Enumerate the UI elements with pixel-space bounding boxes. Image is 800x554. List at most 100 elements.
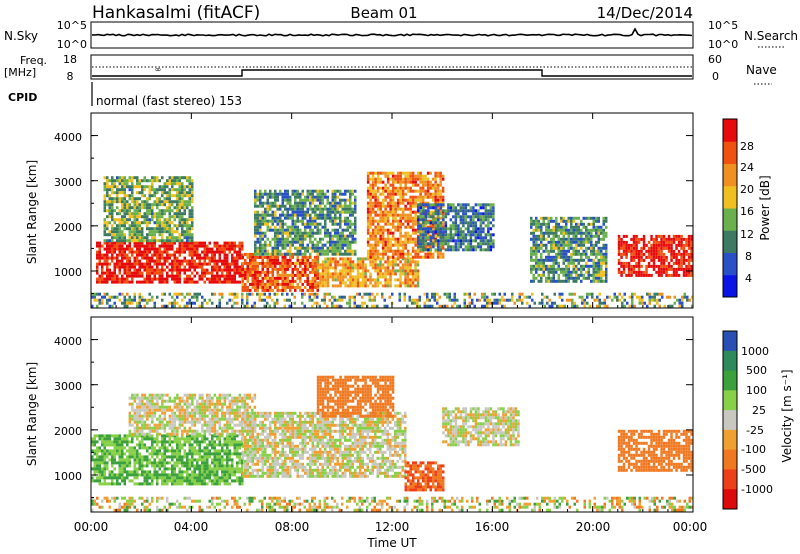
heatmap-cell xyxy=(319,216,322,220)
heatmap-cell xyxy=(562,270,565,274)
heatmap-cell xyxy=(126,227,129,231)
heatmap-cell xyxy=(550,279,553,283)
heatmap-cell xyxy=(384,281,387,285)
heatmap-cell xyxy=(306,279,309,283)
heatmap-cell xyxy=(324,219,327,223)
heatmap-cell xyxy=(537,228,540,232)
heatmap-cell xyxy=(138,268,141,272)
heatmap-cell xyxy=(121,215,124,219)
heatmap-cell xyxy=(416,298,419,302)
heatmap-cell xyxy=(580,255,583,259)
heatmap-cell xyxy=(259,270,262,274)
heatmap-cell xyxy=(622,240,626,244)
station-title: Hankasalmi (fitACF) xyxy=(92,3,260,23)
heatmap-cell xyxy=(296,285,299,289)
heatmap-cell xyxy=(294,252,297,256)
heatmap-cell xyxy=(414,272,417,276)
heatmap-cell xyxy=(118,212,121,216)
heatmap-cell xyxy=(253,301,256,305)
heatmap-cell xyxy=(540,276,543,280)
heatmap-cell xyxy=(296,270,299,274)
heatmap-cell xyxy=(346,222,349,226)
heatmap-cell xyxy=(381,171,385,175)
heatmap-cell xyxy=(354,278,357,282)
heatmap-cell xyxy=(186,206,189,210)
heatmap-cell xyxy=(381,225,385,229)
noise-left-tick-bottom: 10^0 xyxy=(57,38,87,51)
heatmap-cell xyxy=(422,221,425,225)
heatmap-cell xyxy=(384,186,387,190)
heatmap-cell xyxy=(605,234,608,238)
heatmap-cell xyxy=(391,180,395,184)
heatmap-cell xyxy=(637,264,641,268)
heatmap-cell xyxy=(434,209,438,213)
heatmap-cell xyxy=(121,256,124,260)
heatmap-cell xyxy=(283,298,286,302)
heatmap-cell xyxy=(391,213,395,217)
heatmap-cell xyxy=(535,240,538,244)
heatmap-cell xyxy=(106,280,109,284)
heatmap-cell xyxy=(381,192,385,196)
heatmap-cell xyxy=(543,304,546,308)
heatmap-cell xyxy=(331,266,335,270)
heatmap-cell xyxy=(336,263,340,267)
heatmap-cell xyxy=(605,258,608,262)
heatmap-cell xyxy=(246,304,249,308)
heatmap-cell xyxy=(472,221,475,225)
heatmap-cell xyxy=(331,304,334,308)
heatmap-cell xyxy=(191,271,194,275)
heatmap-cell xyxy=(406,249,410,253)
heatmap-cell xyxy=(411,231,415,235)
heatmap-cell xyxy=(487,245,490,249)
heatmap-cell xyxy=(266,264,269,268)
heatmap-cell xyxy=(186,221,189,225)
heatmap-cell xyxy=(484,203,488,207)
heatmap-cell xyxy=(596,304,599,308)
heatmap-cell xyxy=(423,292,426,296)
heatmap-cell xyxy=(605,231,608,235)
heatmap-cell xyxy=(484,206,488,210)
heatmap-cell xyxy=(153,274,156,278)
heatmap-cell xyxy=(334,201,337,205)
heatmap-cell xyxy=(291,225,294,229)
heatmap-cell xyxy=(153,194,156,198)
heatmap-cell xyxy=(168,212,171,216)
heatmap-cell xyxy=(133,176,136,180)
heatmap-cell xyxy=(266,282,269,286)
heatmap-cell xyxy=(233,262,236,266)
heatmap-cell xyxy=(532,243,535,247)
heatmap-cell xyxy=(376,269,380,273)
heatmap-cell xyxy=(341,278,345,282)
heatmap-cell xyxy=(354,216,357,220)
heatmap-cell xyxy=(158,274,161,278)
heatmap-cell xyxy=(349,260,352,264)
heatmap-cell xyxy=(463,301,466,305)
heatmap-cell xyxy=(553,301,556,305)
heatmap-cell xyxy=(91,292,94,296)
heatmap-cell xyxy=(309,231,312,235)
heatmap-cell xyxy=(474,215,478,219)
heatmap-cell xyxy=(399,222,402,226)
heatmap-cell xyxy=(299,192,302,196)
heatmap-cell xyxy=(113,274,116,278)
heatmap-cell xyxy=(655,246,658,250)
heatmap-cell xyxy=(381,213,385,217)
heatmap-cell xyxy=(103,185,106,189)
heatmap-cell xyxy=(424,209,428,213)
heatmap-cell xyxy=(223,268,226,272)
heatmap-cell xyxy=(289,264,292,268)
heatmap-cell xyxy=(161,268,164,272)
heatmap-cell xyxy=(306,258,309,262)
heatmap-cell xyxy=(570,276,573,280)
heatmap-cell xyxy=(472,227,475,231)
heatmap-cell xyxy=(324,263,327,267)
heatmap-cell xyxy=(457,248,460,252)
heatmap-cell xyxy=(133,218,136,222)
heatmap-cell xyxy=(113,277,116,281)
heatmap-cell xyxy=(113,179,116,183)
heatmap-cell xyxy=(103,182,106,186)
heatmap-cell xyxy=(166,209,169,213)
heatmap-cell xyxy=(376,219,380,223)
heatmap-cell xyxy=(196,253,199,257)
heatmap-cell xyxy=(369,189,372,193)
